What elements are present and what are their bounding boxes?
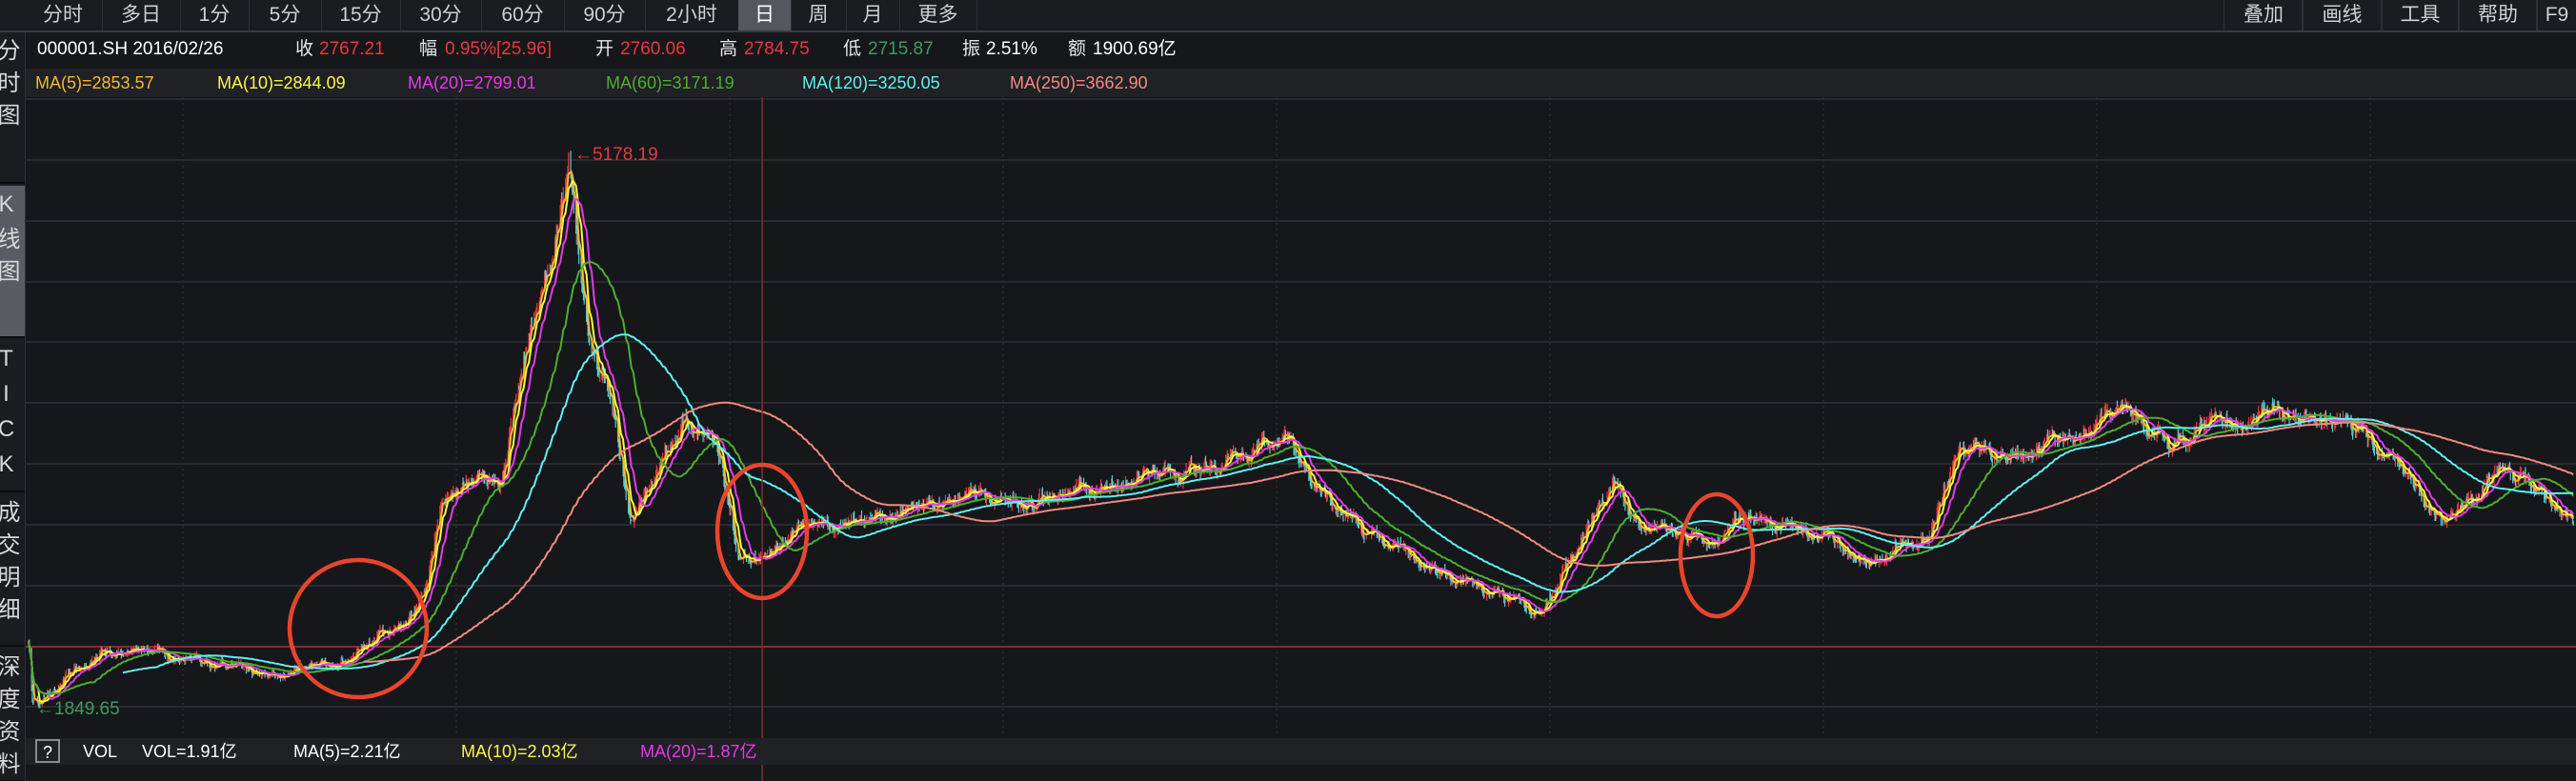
open-label: 开 [595, 39, 614, 59]
ma10-legend: MA(10)=2844.09 [217, 73, 346, 92]
side-tab-3[interactable]: 成交明细 [0, 494, 25, 647]
ma250-legend: MA(250)=3662.90 [1010, 73, 1148, 92]
close-value: 2767.21 [319, 39, 385, 59]
period-tab-2[interactable]: 1分 [180, 0, 250, 30]
ma20-legend: MA(20)=2799.01 [408, 73, 536, 92]
side-tab-label: 深度资料 [0, 654, 19, 781]
change-label: 幅 [419, 39, 438, 59]
high-value: 2784.75 [744, 39, 810, 59]
period-tab-1[interactable]: 多日 [102, 0, 181, 30]
tool-tab-2[interactable]: 工具 [2381, 0, 2460, 30]
volume-ma10: MA(10)=2.03亿 [461, 742, 578, 761]
code-date: 000001.SH 2016/02/26 [37, 39, 224, 59]
side-tab-label: 成交明细 [0, 500, 19, 630]
ma-legend-row: MA(5)=2853.57 MA(10)=2844.09 MA(20)=2799… [26, 69, 2576, 97]
ma5-line [28, 170, 2575, 705]
low-label: 低 [843, 39, 862, 59]
period-tab-0[interactable]: 分时 [24, 0, 103, 30]
ma120-legend: MA(120)=3250.05 [802, 73, 940, 92]
side-tab-4[interactable]: 深度资料 [0, 649, 25, 781]
volume-ma5: MA(5)=2.21亿 [293, 742, 401, 761]
close-label: 收 [295, 39, 314, 59]
side-tab-1[interactable]: K线图 [0, 186, 25, 338]
tool-tab-0[interactable]: 叠加 [2224, 0, 2304, 30]
period-tab-11[interactable]: 月 [846, 0, 900, 30]
tool-tab-1[interactable]: 画线 [2302, 0, 2383, 30]
side-tab-label: TICK [0, 346, 19, 487]
volume-ma20: MA(20)=1.87亿 [640, 742, 757, 761]
period-tab-7[interactable]: 90分 [564, 0, 646, 30]
side-tab-label: K线图 [0, 191, 19, 291]
ma60-line [28, 261, 2574, 695]
volume-legend-row: ? VOL VOL=1.91亿 MA(5)=2.21亿 MA(10)=2.03亿… [26, 738, 2576, 765]
volume-indicator-name: VOL [83, 742, 118, 761]
amplitude-value: 2.51% [986, 39, 1037, 59]
open-value: 2760.06 [620, 39, 686, 59]
amplitude-label: 振 [962, 39, 981, 59]
ma60-legend: MA(60)=3171.19 [606, 73, 735, 92]
high-label: 高 [719, 39, 738, 59]
ma120-line [122, 333, 2574, 674]
volume-value: VOL=1.91亿 [142, 742, 237, 761]
period-tab-8[interactable]: 2小时 [645, 0, 739, 30]
amount-value: 1900.69亿 [1093, 39, 1177, 59]
tool-tab-4[interactable]: F9 [2536, 0, 2576, 30]
change-value: 0.95%[25.96] [445, 39, 552, 59]
period-tab-10[interactable]: 周 [791, 0, 847, 30]
min-price-label: ←1849.65 [36, 699, 120, 719]
help-button[interactable]: ? [35, 739, 60, 763]
annotation-circle [287, 557, 430, 700]
view-sidebar: 分时图 K线图 TICK 成交明细深度资料 [0, 32, 26, 781]
period-tab-9[interactable]: 日 [738, 0, 792, 30]
side-tab-0[interactable]: 分时图 [0, 32, 25, 184]
max-price-label: ←5178.19 [574, 145, 658, 165]
kline-chart[interactable]: ←5178.19 ←1849.65 [26, 97, 2576, 781]
ma5-legend: MA(5)=2853.57 [35, 73, 154, 92]
period-tab-6[interactable]: 60分 [481, 0, 565, 30]
ma20-line [28, 198, 2574, 700]
period-tab-3[interactable]: 5分 [249, 0, 322, 30]
low-value: 2715.87 [868, 39, 934, 59]
period-tab-12[interactable]: 更多 [899, 0, 977, 30]
side-tab-2[interactable]: TICK [0, 340, 25, 492]
ma250-line [363, 401, 2574, 663]
period-tab-5[interactable]: 30分 [400, 0, 482, 30]
period-tab-4[interactable]: 15分 [321, 0, 401, 30]
side-tab-label: 分时图 [0, 38, 19, 135]
annotation-circle [1678, 491, 1756, 619]
amount-label: 额 [1068, 39, 1087, 59]
quote-info-row: 000001.SH 2016/02/26 收 2767.21 幅 0.95%[2… [26, 32, 2576, 67]
tool-tab-3[interactable]: 帮助 [2458, 0, 2538, 30]
period-toolbar: 分时 多日 1分 5分 15分 30分 60分 90分 2小时日周月更多 叠加 画线 工具 帮助 F9 [0, 0, 2576, 32]
annotation-circle [714, 462, 810, 601]
